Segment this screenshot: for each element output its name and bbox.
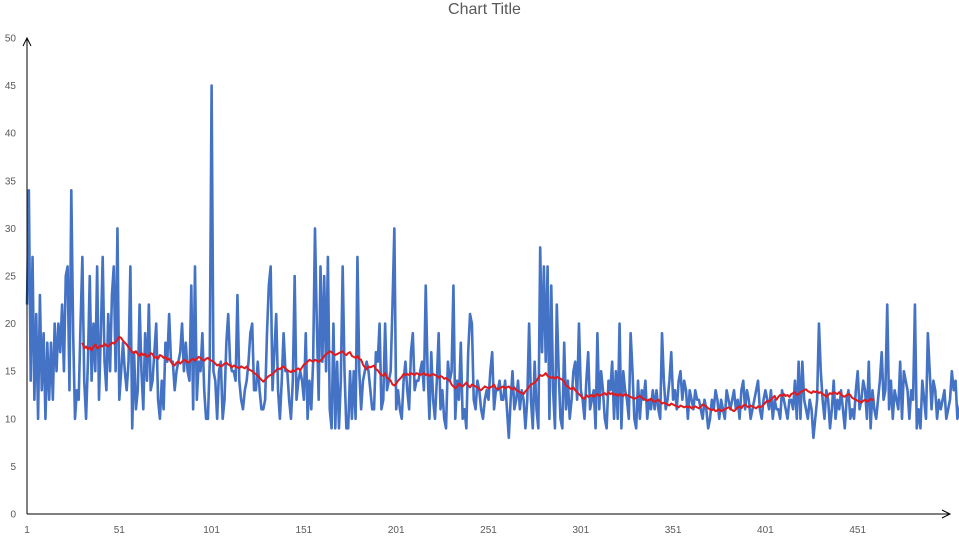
x-tick-label: 151 xyxy=(296,525,313,536)
x-tick-label: 301 xyxy=(572,525,589,536)
y-axis-arrow xyxy=(22,36,32,47)
y-tick-label: 0 xyxy=(10,510,16,521)
y-tick-label: 40 xyxy=(5,129,17,140)
y-tick-label: 30 xyxy=(5,224,17,235)
y-tick-label: 35 xyxy=(5,176,17,187)
x-tick-label: 401 xyxy=(757,525,774,536)
y-tick-label: 45 xyxy=(5,81,17,92)
y-tick-label: 15 xyxy=(5,367,17,378)
x-tick-label: 101 xyxy=(203,525,220,536)
trend-line xyxy=(81,335,875,413)
x-axis-ticks: 1 51 101 151 201 251 301 351 401 451 xyxy=(24,525,866,536)
x-tick-label: 251 xyxy=(480,525,497,536)
y-tick-label: 5 xyxy=(10,462,16,473)
y-tick-label: 20 xyxy=(5,319,17,330)
x-tick-label: 451 xyxy=(849,525,866,536)
y-axis-ticks: 0 5 10 15 20 25 30 35 40 45 50 xyxy=(5,34,17,521)
series-layer xyxy=(25,84,959,440)
chart-title: Chart Title xyxy=(448,1,521,18)
x-axis-arrow xyxy=(941,509,952,519)
x-tick-label: 201 xyxy=(388,525,405,536)
x-tick-label: 51 xyxy=(114,525,126,536)
y-tick-label: 50 xyxy=(5,34,17,45)
x-tick-label: 1 xyxy=(24,525,30,536)
x-tick-label: 351 xyxy=(665,525,682,536)
data-series-line xyxy=(25,84,959,440)
axes xyxy=(22,36,952,519)
y-tick-label: 10 xyxy=(5,414,17,425)
y-tick-label: 25 xyxy=(5,272,17,283)
